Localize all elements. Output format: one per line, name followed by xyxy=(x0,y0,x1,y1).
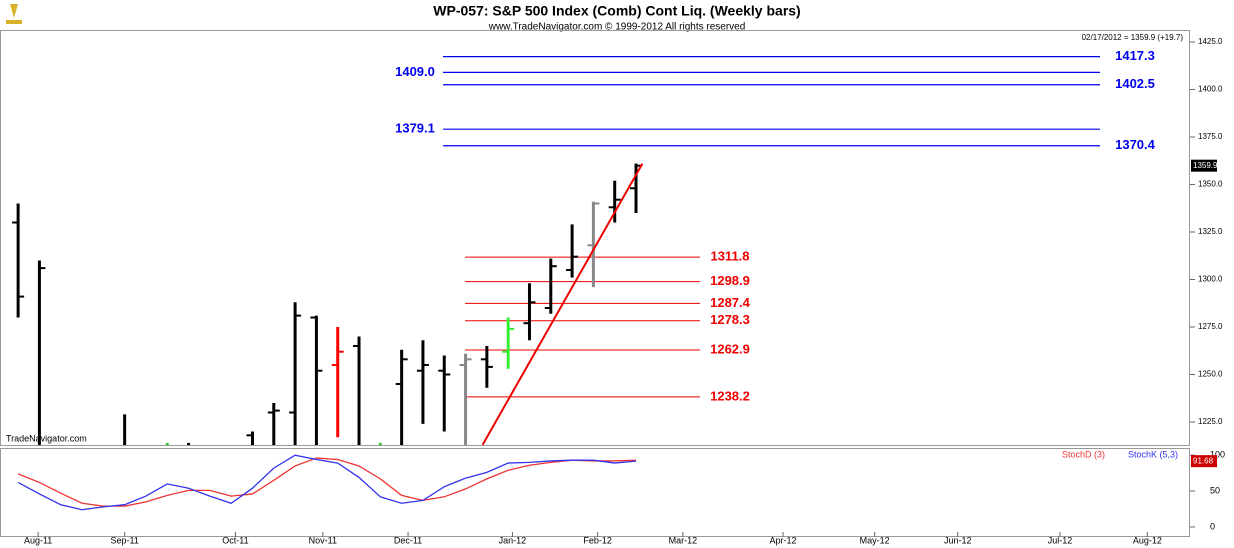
x-tick-label: Sep-11 xyxy=(110,535,138,545)
level-label: 1287.4 xyxy=(710,295,751,310)
y-tick-label: 0 xyxy=(1210,521,1215,531)
x-tick-label: Aug-12 xyxy=(1133,535,1162,545)
logo xyxy=(6,4,22,24)
y-tick-label: 1400.0 xyxy=(1198,85,1223,94)
y-tick-label: 1375.0 xyxy=(1198,132,1223,141)
stoch-line xyxy=(17,457,637,507)
x-tick-label: Jan-12 xyxy=(499,535,527,545)
legend-entry: StochD (3) xyxy=(1062,449,1105,459)
watermark: TradeNavigator.com xyxy=(6,433,87,443)
price-plot xyxy=(12,56,1100,445)
subtitle: www.TradeNavigator.com © 1999-2012 All r… xyxy=(488,22,746,33)
price-frame xyxy=(0,30,1190,446)
x-tick-label: Apr-12 xyxy=(770,535,797,545)
x-tick-label: Jun-12 xyxy=(944,535,972,545)
x-tick-label: Nov-11 xyxy=(309,535,337,545)
level-label: 1262.9 xyxy=(710,341,750,356)
level-label: 1278.3 xyxy=(710,312,750,327)
x-tick-label: Aug-11 xyxy=(24,535,52,545)
stoch-plot xyxy=(17,454,637,511)
x-tick-label: Dec-11 xyxy=(394,535,422,545)
level-label: 1298.9 xyxy=(710,273,750,288)
level-label: 1409.0 xyxy=(395,64,435,79)
legend-entry: StochK (5,3) xyxy=(1128,449,1178,459)
last-stoch: 91.68 xyxy=(1193,456,1214,465)
last-stoch-box xyxy=(1191,455,1217,468)
level-label: 1402.5 xyxy=(1115,76,1155,91)
annotation: 02/17/2012 = 1359.9 (+19.7) xyxy=(1082,33,1184,42)
x-tick-label: Mar-12 xyxy=(669,535,698,545)
y-tick-label: 1300.0 xyxy=(1198,275,1223,284)
x-tick-label: Jul-12 xyxy=(1048,535,1073,545)
y-tick-label: 1250.0 xyxy=(1198,370,1223,379)
last-price: 1359.9 xyxy=(1193,161,1218,170)
stoch-line xyxy=(17,454,637,511)
trendline xyxy=(481,163,644,445)
y-tick-label: 1275.0 xyxy=(1198,322,1223,331)
y-tick-label: 100 xyxy=(1210,450,1225,460)
y-tick-label: 1325.0 xyxy=(1198,227,1223,236)
level-label: 1311.8 xyxy=(710,249,749,264)
x-tick-label: May-12 xyxy=(860,535,890,545)
y-tick-label: 1350.0 xyxy=(1198,180,1223,189)
stoch-frame xyxy=(0,448,1190,537)
y-tick-label: 1425.0 xyxy=(1198,37,1223,46)
y-tick-label: 50 xyxy=(1210,485,1220,495)
level-label: 1238.2 xyxy=(710,388,750,403)
level-label: 1417.3 xyxy=(1115,48,1155,63)
level-label: 1379.1 xyxy=(395,121,435,136)
y-tick-label: 1225.0 xyxy=(1198,417,1223,426)
level-label: 1370.4 xyxy=(1115,137,1156,152)
x-tick-label: Feb-12 xyxy=(583,535,612,545)
chart-title: WP-057: S&P 500 Index (Comb) Cont Liq. (… xyxy=(433,3,800,19)
x-tick-label: Oct-11 xyxy=(222,535,248,545)
last-price-box xyxy=(1191,159,1217,172)
